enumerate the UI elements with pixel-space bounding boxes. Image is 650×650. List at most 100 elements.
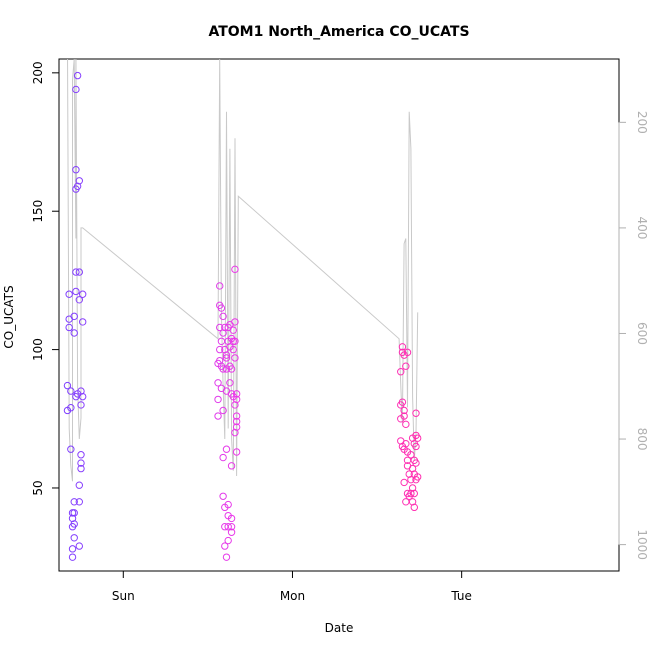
data-point <box>227 523 236 531</box>
data-point <box>412 459 420 467</box>
y2-tick-label: 400 <box>635 216 649 239</box>
data-point <box>227 528 236 536</box>
data-point <box>68 553 77 561</box>
data-point <box>410 489 418 498</box>
data-point <box>214 379 222 387</box>
data-point <box>232 448 241 456</box>
data-point <box>67 445 75 453</box>
data-point <box>397 368 405 376</box>
data-point <box>75 542 84 550</box>
data-point <box>227 462 236 470</box>
pressure-series-line <box>67 59 419 482</box>
data-point <box>400 406 408 415</box>
data-point <box>400 478 408 487</box>
y2-tick-label: 800 <box>635 428 649 451</box>
data-point <box>77 401 85 409</box>
data-point <box>229 345 237 354</box>
y-axis-label: CO_UCATS <box>2 285 16 348</box>
data-point <box>65 323 73 332</box>
data-point <box>216 345 224 354</box>
data-point <box>70 312 78 321</box>
data-point <box>224 523 232 531</box>
data-point <box>231 354 239 362</box>
data-point <box>78 392 87 401</box>
y-tick-label: 150 <box>31 200 45 223</box>
data-point <box>402 362 410 370</box>
chart-title: ATOM1 North_America CO_UCATS <box>208 24 469 40</box>
data-point <box>227 365 236 373</box>
data-point <box>407 475 415 484</box>
data-point <box>72 268 80 276</box>
data-point <box>219 492 227 500</box>
data-point <box>231 265 239 274</box>
data-point <box>224 500 232 509</box>
data-point <box>222 553 231 561</box>
data-point <box>219 312 227 321</box>
data-point <box>232 417 241 426</box>
data-point <box>231 318 239 326</box>
data-point <box>229 326 237 334</box>
y-axis-left: 50 100 150 200 <box>31 61 60 496</box>
y2-tick-label: 600 <box>635 322 649 345</box>
data-point <box>77 464 85 473</box>
data-point <box>67 387 75 395</box>
data-point <box>75 498 84 506</box>
data-point <box>214 412 222 420</box>
y2-tick-label: 200 <box>635 111 649 134</box>
y-tick-label: 100 <box>31 338 45 361</box>
data-point <box>398 398 407 406</box>
data-point <box>410 503 418 512</box>
data-points <box>63 71 422 561</box>
data-point <box>222 354 231 362</box>
y-axis-right: 200 400 600 800 1000 <box>618 111 649 560</box>
plot-frame <box>58 58 620 572</box>
data-point <box>78 318 87 326</box>
data-point <box>222 351 231 359</box>
data-point <box>232 395 241 404</box>
data-point <box>63 381 72 390</box>
data-point <box>67 404 75 412</box>
data-point <box>77 459 85 467</box>
data-point <box>75 481 84 489</box>
data-point <box>232 423 241 431</box>
data-point <box>221 542 229 550</box>
data-point <box>73 71 82 80</box>
data-point <box>70 520 78 528</box>
data-point <box>214 395 222 404</box>
data-point <box>70 498 78 506</box>
data-point <box>75 268 84 276</box>
x-tick-label: Mon <box>280 589 305 603</box>
data-point <box>413 473 422 481</box>
data-point <box>402 439 410 448</box>
data-point <box>70 509 78 517</box>
data-point <box>219 453 227 462</box>
data-point <box>412 442 420 451</box>
x-axis: Sun Mon Tue <box>112 570 472 603</box>
data-point <box>65 290 73 298</box>
data-point <box>75 296 84 304</box>
data-point <box>216 323 224 332</box>
data-point <box>413 434 422 442</box>
data-point <box>78 290 87 298</box>
plot-area <box>58 58 620 572</box>
data-point <box>226 379 234 387</box>
data-point <box>219 406 227 415</box>
data-point <box>219 365 227 373</box>
y-tick-label: 50 <box>31 480 45 495</box>
data-point <box>224 536 232 545</box>
data-point <box>72 287 80 296</box>
data-point <box>70 329 78 337</box>
data-point <box>407 451 415 459</box>
pressure-line <box>67 59 419 482</box>
y-tick-label: 200 <box>31 61 45 84</box>
data-point <box>400 412 408 420</box>
x-tick-label: Sun <box>112 589 135 603</box>
data-point <box>412 409 420 417</box>
data-point <box>232 412 241 420</box>
data-point <box>72 85 80 94</box>
data-point <box>222 445 231 453</box>
data-point <box>70 534 78 542</box>
x-axis-label: Date <box>325 621 354 635</box>
y2-tick-label: 1000 <box>635 529 649 560</box>
